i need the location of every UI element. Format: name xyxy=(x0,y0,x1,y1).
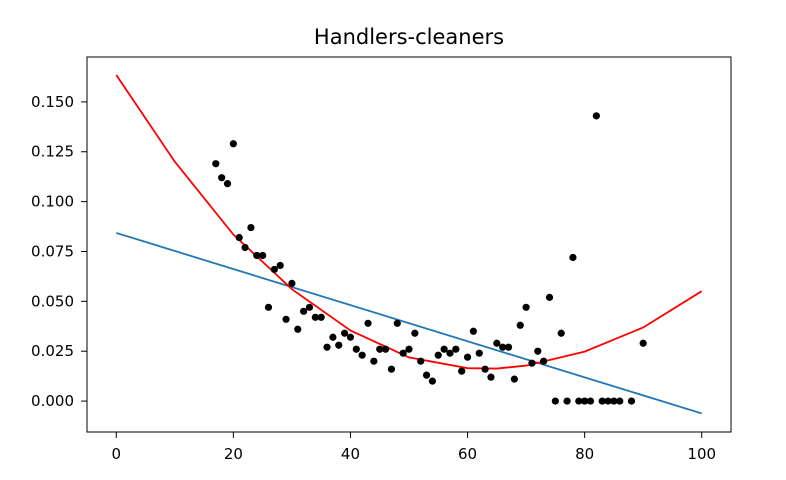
data-point xyxy=(487,373,495,381)
data-point xyxy=(300,307,308,315)
data-point xyxy=(387,365,396,373)
data-point xyxy=(569,253,577,262)
data-point xyxy=(317,313,325,321)
x-tick-label: 100 xyxy=(687,445,716,463)
data-point xyxy=(598,397,606,405)
data-point xyxy=(218,174,226,182)
data-point xyxy=(335,341,343,349)
y-tick-label: 0.000 xyxy=(31,392,74,410)
linear-fit-line xyxy=(116,232,702,415)
points-layer xyxy=(212,112,647,405)
x-axis: 0 20 40 60 80 100 xyxy=(111,432,716,463)
data-point xyxy=(399,349,407,357)
x-tick-label: 80 xyxy=(575,445,594,463)
y-tick-label: 0.125 xyxy=(31,143,74,161)
data-point xyxy=(364,319,372,327)
data-point xyxy=(610,397,618,405)
data-point xyxy=(376,345,384,353)
y-tick-label: 0.050 xyxy=(31,292,74,310)
data-point xyxy=(446,349,454,357)
series-layer xyxy=(115,74,703,415)
plot-area xyxy=(87,57,731,432)
data-point xyxy=(540,357,548,365)
y-tick-label: 0.100 xyxy=(31,193,74,211)
data-point xyxy=(504,343,513,351)
data-point xyxy=(522,303,530,311)
data-point xyxy=(276,261,284,270)
data-point xyxy=(440,345,448,353)
data-point xyxy=(294,325,302,333)
x-tick-label: 40 xyxy=(341,445,360,463)
data-point xyxy=(305,303,314,311)
data-point xyxy=(551,397,559,405)
data-point xyxy=(510,375,518,383)
data-point xyxy=(563,397,571,405)
data-point xyxy=(411,329,419,337)
data-point xyxy=(581,397,589,405)
data-point xyxy=(253,251,261,260)
data-point xyxy=(288,279,296,287)
y-axis: 0.000 0.025 0.050 0.075 0.100 0.125 0.150 xyxy=(31,93,87,410)
data-point xyxy=(452,345,460,353)
data-point xyxy=(417,357,425,365)
data-point xyxy=(247,223,255,232)
x-tick-label: 20 xyxy=(224,445,243,463)
data-point xyxy=(545,293,554,301)
data-point xyxy=(323,343,331,351)
data-point xyxy=(270,265,278,274)
data-point xyxy=(259,251,267,260)
data-point xyxy=(428,377,437,385)
data-point xyxy=(422,371,431,379)
data-point xyxy=(229,140,237,148)
data-point xyxy=(235,233,243,242)
data-point xyxy=(575,397,583,405)
data-point xyxy=(604,397,612,405)
data-point xyxy=(223,180,232,188)
data-point xyxy=(616,397,624,405)
data-point xyxy=(341,329,349,337)
plot-frame xyxy=(86,56,732,433)
data-point xyxy=(329,333,337,341)
y-tick-label: 0.150 xyxy=(31,93,74,111)
data-point xyxy=(381,345,390,353)
data-point xyxy=(311,313,319,321)
data-point xyxy=(393,319,401,327)
data-point xyxy=(352,345,360,353)
data-point xyxy=(434,351,442,359)
data-point xyxy=(493,339,501,347)
data-point xyxy=(241,243,249,252)
data-point xyxy=(458,367,466,375)
data-point xyxy=(627,397,636,405)
data-point xyxy=(516,321,524,329)
y-tick-label: 0.075 xyxy=(31,242,74,260)
data-point xyxy=(463,353,472,361)
x-tick-label: 60 xyxy=(458,445,477,463)
data-point xyxy=(557,329,565,337)
data-point xyxy=(405,345,413,353)
quadratic-fit-curve xyxy=(115,74,703,370)
data-point xyxy=(499,343,507,351)
chart-title: Handlers-cleaners xyxy=(314,25,504,49)
data-point xyxy=(534,347,542,355)
data-point xyxy=(358,351,366,359)
data-point xyxy=(346,333,355,341)
data-point xyxy=(475,349,483,357)
data-point xyxy=(282,315,290,323)
data-point xyxy=(264,303,273,311)
data-point xyxy=(481,365,489,373)
data-point xyxy=(592,112,600,120)
data-point xyxy=(370,357,378,365)
y-tick-label: 0.025 xyxy=(31,342,74,360)
data-point xyxy=(639,339,647,347)
data-point xyxy=(212,160,220,168)
data-point xyxy=(586,397,595,405)
data-point xyxy=(469,327,477,335)
x-tick-label: 0 xyxy=(111,445,121,463)
data-point xyxy=(528,359,536,367)
